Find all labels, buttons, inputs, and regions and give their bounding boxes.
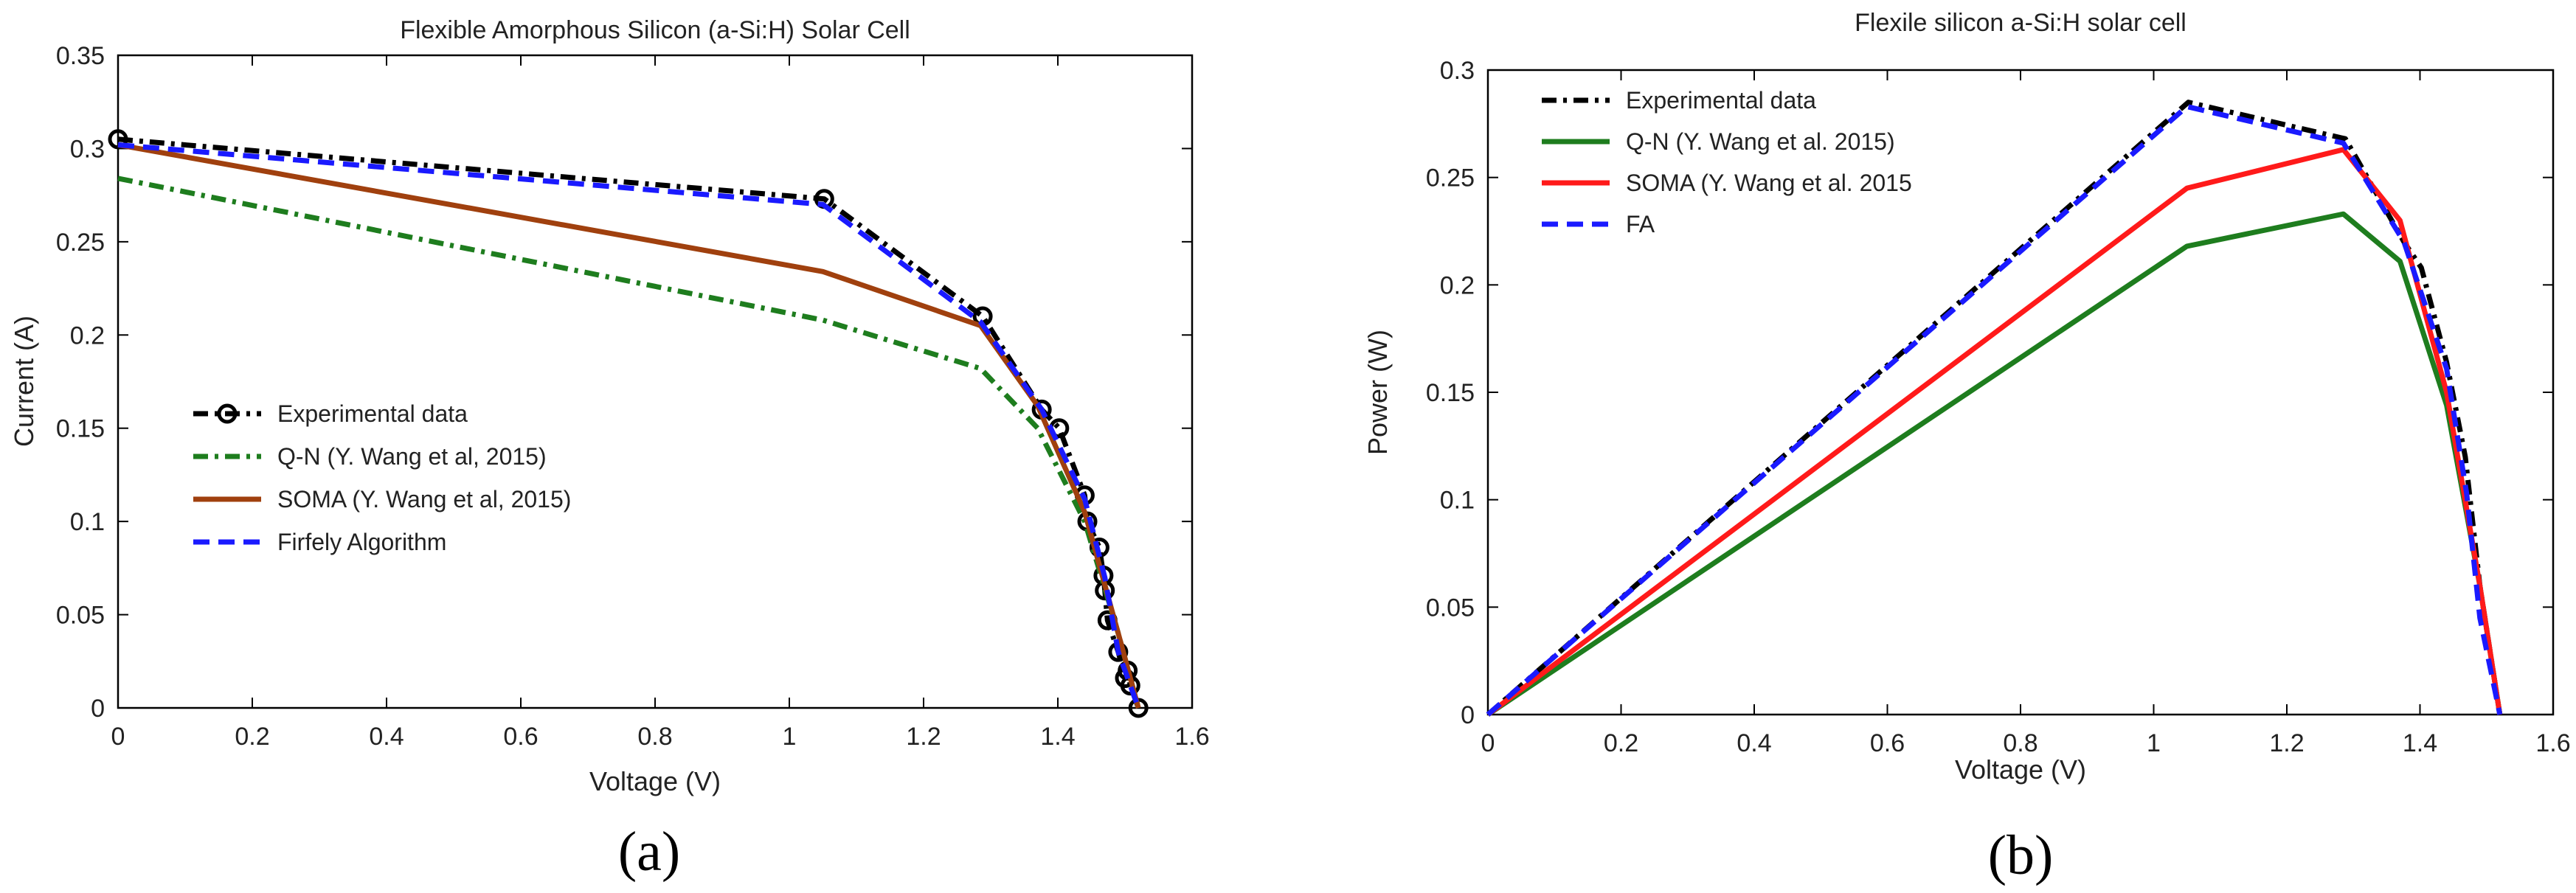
y-tick-label: 0 <box>1461 701 1475 729</box>
x-tick-label: 0.6 <box>1870 729 1905 757</box>
series-1 <box>108 129 1149 718</box>
legend-label: Q-N (Y. Wang et al, 2015) <box>277 443 547 470</box>
legend-label: SOMA (Y. Wang et al. 2015 <box>1626 170 1912 196</box>
panel-caption: (b) <box>1988 824 2054 886</box>
legend-label: FA <box>1626 211 1655 237</box>
chart-title: Flexible Amorphous Silicon (a-Si:H) Sola… <box>400 16 910 44</box>
series-line <box>117 176 1141 709</box>
y-tick-label: 0 <box>91 695 105 723</box>
series-4 <box>1486 104 2503 717</box>
y-tick-label: 0.2 <box>70 322 105 350</box>
legend-label: SOMA (Y. Wang et al, 2015) <box>277 486 571 512</box>
x-axis-label: Voltage (V) <box>1955 754 2086 785</box>
panel-caption: (a) <box>618 821 680 883</box>
y-tick-label: 0.3 <box>1440 57 1475 85</box>
y-tick-label: 0.05 <box>56 602 105 630</box>
plot-frame <box>1486 69 2555 716</box>
x-tick-label: 0.6 <box>503 723 538 751</box>
legend-marker <box>217 403 238 424</box>
x-tick-label: 1.4 <box>1040 723 1075 751</box>
series-3 <box>117 142 1141 709</box>
legend: Experimental data Q-N (Y. Wang et al. 201… <box>1542 87 1912 237</box>
legend: Experimental data Q-N (Y. Wang et al, 201… <box>193 400 571 555</box>
y-tick-label: 0.25 <box>56 229 105 257</box>
y-axis-label: Current (A) <box>9 316 39 447</box>
x-tick-label: 0.2 <box>1604 729 1638 757</box>
y-tick-label: 0.35 <box>56 42 105 70</box>
x-tick-label: 0.4 <box>369 723 404 751</box>
y-tick-label: 0.2 <box>1440 271 1475 299</box>
y-tick-label: 0.25 <box>1426 164 1475 192</box>
x-tick-label: 0 <box>1481 729 1495 757</box>
legend-label: Firfely Algorithm <box>277 529 446 555</box>
series-line <box>117 136 1141 709</box>
x-tick-label: 1.2 <box>906 723 941 751</box>
series-line <box>1486 104 2503 717</box>
x-tick-label: 0 <box>111 723 125 751</box>
y-tick-label: 0.1 <box>70 508 105 536</box>
chart-title: Flexile silicon a-Si:H solar cell <box>1855 9 2187 37</box>
series-line <box>1486 147 2503 717</box>
y-tick-label: 0.1 <box>1440 487 1475 515</box>
series-line <box>117 142 1141 709</box>
series-3 <box>1486 147 2503 717</box>
series-line <box>117 142 1141 709</box>
y-tick-label: 0.15 <box>1426 379 1475 407</box>
legend-label: Experimental data <box>1626 87 1816 114</box>
x-axis-label: Voltage (V) <box>589 766 721 796</box>
series-1 <box>1486 100 2503 717</box>
legend-label: Experimental data <box>277 400 468 427</box>
series-2 <box>117 176 1141 709</box>
legend-label: Q-N (Y. Wang et al. 2015) <box>1626 128 1895 155</box>
y-axis-label: Power (W) <box>1363 330 1393 455</box>
y-tick-label: 0.3 <box>70 135 105 163</box>
x-tick-label: 0.4 <box>1737 729 1771 757</box>
x-tick-label: 1 <box>783 723 797 751</box>
x-tick-label: 1.4 <box>2403 729 2437 757</box>
x-tick-label: 0.8 <box>637 723 672 751</box>
x-tick-label: 0.2 <box>235 723 269 751</box>
x-tick-label: 1.6 <box>1174 723 1209 751</box>
x-tick-label: 0.8 <box>2003 729 2037 757</box>
x-tick-label: 1.2 <box>2269 729 2304 757</box>
series-4 <box>117 142 1141 709</box>
series-2 <box>1486 211 2503 717</box>
x-tick-label: 1.6 <box>2535 729 2570 757</box>
y-tick-label: 0.15 <box>56 415 105 443</box>
x-tick-label: 1 <box>2147 729 2161 757</box>
series-line <box>1486 100 2503 717</box>
chart-panel-b: Flexile silicon a-Si:H solar cell 0 0.2 0.4… <box>1363 9 2571 886</box>
y-tick-label: 0.05 <box>1426 594 1475 622</box>
series-line <box>1486 211 2503 717</box>
chart-panel-a: Flexible Amorphous Silicon (a-Si:H) Sola… <box>9 16 1210 883</box>
